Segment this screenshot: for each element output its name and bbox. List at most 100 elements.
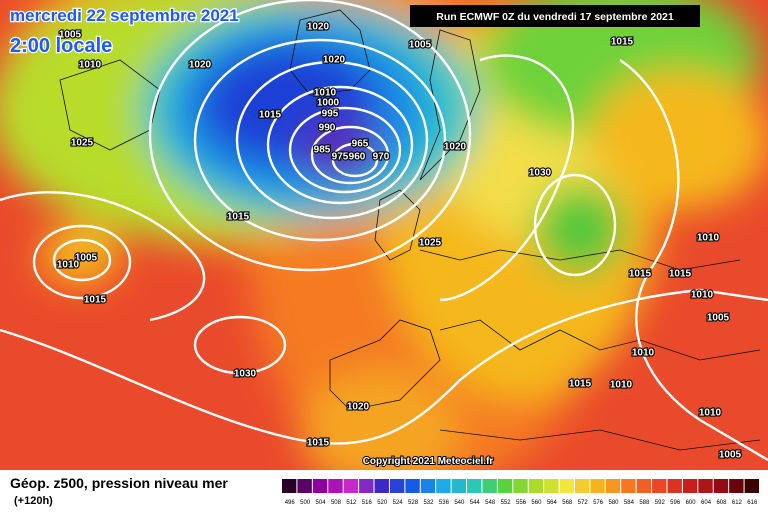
coastline bbox=[439, 319, 761, 451]
isobar bbox=[148, 0, 472, 272]
legend-label: 520 bbox=[377, 500, 388, 506]
legend-label: 544 bbox=[470, 500, 481, 506]
isobar-label: 1015 bbox=[629, 269, 652, 280]
legend-label: 540 bbox=[454, 500, 465, 506]
legend-swatch bbox=[729, 479, 744, 493]
isobar-label: 1015 bbox=[669, 269, 692, 280]
isobar bbox=[52, 238, 112, 282]
coastline bbox=[374, 189, 421, 261]
isobar-label: 1005 bbox=[707, 313, 730, 324]
legend-label: 552 bbox=[501, 500, 512, 506]
legend-swatch bbox=[467, 479, 482, 493]
legend-swatch bbox=[297, 479, 312, 493]
isobar bbox=[235, 60, 429, 220]
isobar bbox=[266, 85, 414, 205]
isobar bbox=[439, 54, 575, 302]
legend-label: 556 bbox=[516, 500, 527, 506]
forecast-time: 2:00 locale bbox=[10, 35, 112, 57]
isobar-label: 990 bbox=[319, 123, 336, 134]
isobar-label: 1025 bbox=[71, 138, 94, 149]
legend-label: 504 bbox=[316, 500, 327, 506]
isobar bbox=[288, 106, 402, 194]
isobar-label: 985 bbox=[314, 145, 331, 156]
legend-swatch bbox=[451, 479, 467, 493]
legend-swatch bbox=[482, 479, 497, 493]
legend-label: 532 bbox=[423, 500, 434, 506]
isobar-label: 1015 bbox=[611, 37, 634, 48]
legend-swatch bbox=[636, 479, 652, 493]
legend-label: 576 bbox=[593, 500, 604, 506]
isobar-label: 1010 bbox=[610, 380, 633, 391]
legend-swatch bbox=[713, 479, 729, 493]
isobar bbox=[32, 224, 132, 300]
legend-swatch bbox=[420, 479, 436, 493]
isobar-label: 1010 bbox=[632, 348, 655, 359]
isobar bbox=[0, 191, 206, 322]
isobar-label: 1030 bbox=[234, 369, 257, 380]
legend-swatch bbox=[312, 479, 328, 493]
map-title: Géop. z500, pression niveau mer bbox=[10, 475, 228, 491]
isobar bbox=[619, 59, 768, 462]
coastline bbox=[329, 249, 741, 411]
isobar-label: 970 bbox=[373, 152, 390, 163]
legend-label: 500 bbox=[300, 500, 311, 506]
legend-label: 516 bbox=[362, 500, 373, 506]
isobar-label: 960 bbox=[349, 152, 366, 163]
coastline bbox=[419, 29, 481, 181]
isobar-label: 1015 bbox=[569, 379, 592, 390]
legend-swatch bbox=[698, 479, 713, 493]
legend-swatch bbox=[528, 479, 544, 493]
isobar-label: 1030 bbox=[529, 168, 552, 179]
isobar-label: 1005 bbox=[409, 40, 432, 51]
isobar-label: 965 bbox=[352, 139, 369, 150]
copyright: Copyright 2021 Meteociel.fr bbox=[363, 456, 494, 467]
isobar-label: 1000 bbox=[317, 98, 340, 109]
legend-label: 584 bbox=[624, 500, 635, 506]
legend-swatch bbox=[744, 479, 759, 493]
isobar-label: 1020 bbox=[347, 402, 370, 413]
isobar-label: 1020 bbox=[323, 55, 346, 66]
legend-label: 548 bbox=[485, 500, 496, 506]
isobars bbox=[0, 0, 768, 462]
legend-label: 608 bbox=[716, 500, 727, 506]
lead-time: (+120h) bbox=[14, 495, 53, 507]
legend-label: 600 bbox=[686, 500, 697, 506]
legend-label: 588 bbox=[639, 500, 650, 506]
isobar-label: 1020 bbox=[444, 142, 467, 153]
legend-label: 496 bbox=[285, 500, 296, 506]
legend-swatch bbox=[436, 479, 451, 493]
isobar bbox=[0, 288, 768, 445]
isobar-label: 1010 bbox=[314, 88, 337, 99]
isobar-label: 1015 bbox=[84, 295, 107, 306]
legend-swatch bbox=[590, 479, 605, 493]
isobar-label: 1010 bbox=[57, 260, 80, 271]
isobar bbox=[331, 142, 379, 178]
isobar-label: 1020 bbox=[189, 60, 212, 71]
isobar-label: 1015 bbox=[259, 110, 282, 121]
legend-label: 596 bbox=[670, 500, 681, 506]
legend-swatch bbox=[513, 479, 528, 493]
legend-swatch bbox=[544, 479, 559, 493]
isobar bbox=[193, 38, 447, 242]
legend-label: 592 bbox=[655, 500, 666, 506]
legend-label: 572 bbox=[578, 500, 589, 506]
forecast-date: mercredi 22 septembre 2021 bbox=[10, 6, 239, 25]
legend-label: 528 bbox=[408, 500, 419, 506]
isobar-label: 1005 bbox=[719, 450, 742, 461]
legend-swatch bbox=[497, 479, 513, 493]
isobar-label: 1010 bbox=[79, 60, 102, 71]
isobar bbox=[533, 173, 617, 277]
isobar-label: 975 bbox=[332, 152, 349, 163]
color-legend: 496 500 504 508 512 516 520 524 528 532 536 540 544 5… bbox=[282, 479, 759, 506]
isobar-label: 1005 bbox=[75, 253, 98, 264]
legend-label: 524 bbox=[393, 500, 404, 506]
legend-label: 564 bbox=[547, 500, 558, 506]
coastlines bbox=[59, 9, 761, 451]
legend-label: 616 bbox=[747, 500, 758, 506]
legend-label: 612 bbox=[732, 500, 743, 506]
legend-swatch bbox=[682, 479, 698, 493]
legend-swatch bbox=[405, 479, 420, 493]
legend-swatch bbox=[359, 479, 374, 493]
